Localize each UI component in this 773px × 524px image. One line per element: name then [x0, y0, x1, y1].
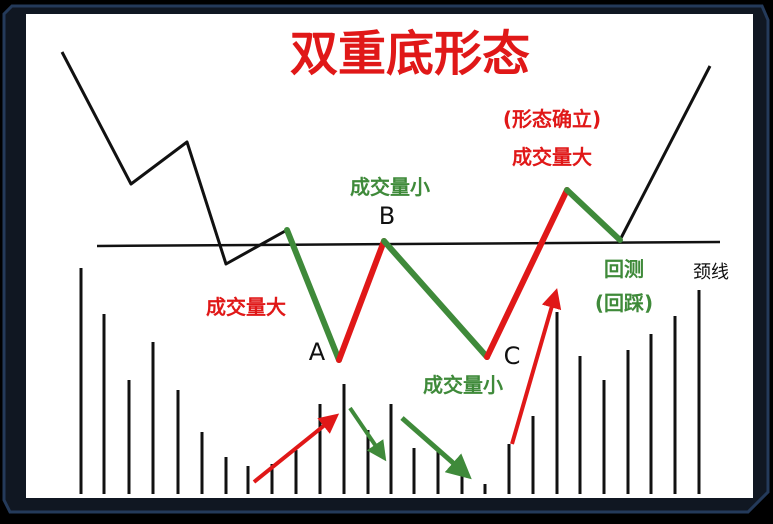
label-pullback-title: 回测	[604, 257, 644, 281]
decline-to-a	[284, 227, 342, 363]
label-neckline: 颈线	[693, 262, 729, 283]
price-line-right	[618, 65, 712, 241]
label-point-b: B	[379, 202, 395, 230]
red-arrow-up-icon	[252, 413, 340, 484]
green-arrow-down-icon	[400, 416, 472, 480]
rise-c-breakout	[484, 187, 570, 360]
label-volume-high-left: 成交量大	[206, 295, 286, 319]
volume-bars	[79, 268, 701, 494]
label-volume-low-b: 成交量小	[350, 175, 430, 199]
decline-b-to-c	[381, 238, 490, 360]
label-point-a: A	[309, 338, 326, 366]
label-point-c: C	[504, 342, 521, 370]
pullback-segment	[564, 187, 623, 243]
label-pattern-confirmed: (形态确立)	[503, 107, 601, 131]
rise-a-to-b	[336, 238, 387, 363]
page-title: 双重底形态	[290, 26, 530, 82]
price-line-left	[60, 51, 288, 266]
neckline	[96, 240, 721, 248]
red-arrow-up-icon	[510, 288, 562, 445]
label-volume-high-right: 成交量大	[512, 145, 592, 169]
label-volume-low-c: 成交量小	[423, 373, 503, 397]
green-arrow-down-icon	[348, 406, 387, 462]
label-pullback-sub: (回踩)	[595, 291, 653, 315]
